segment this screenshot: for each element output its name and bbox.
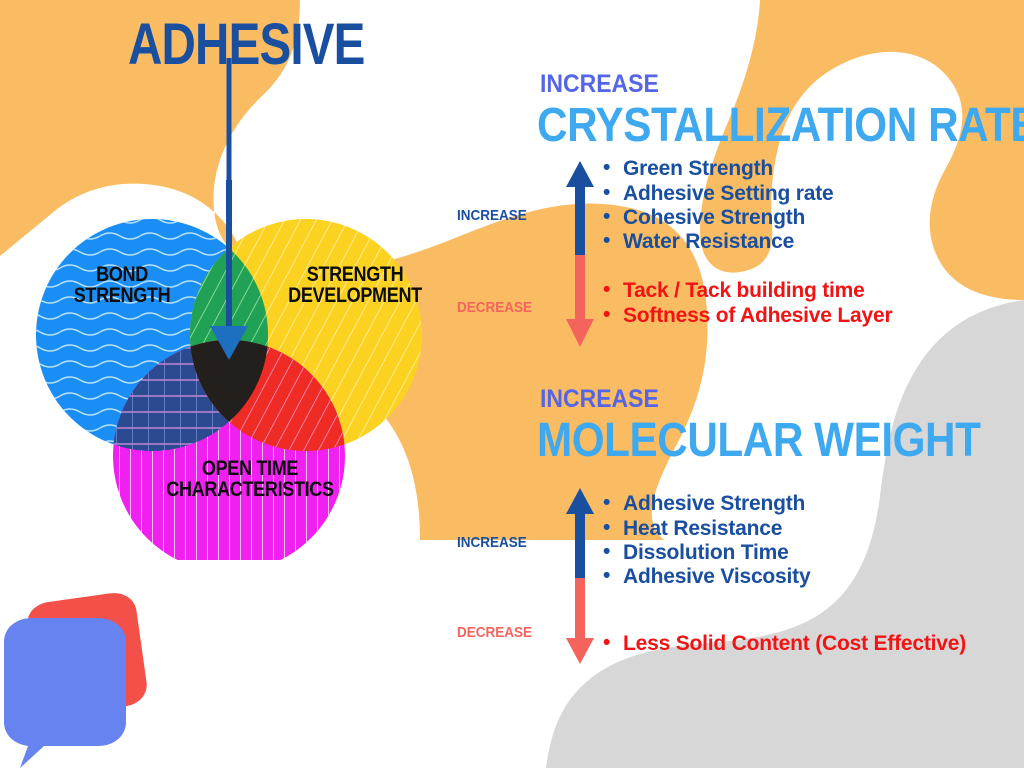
list-item: Heat Resistance <box>603 516 810 541</box>
molecular-weight-headline: MOLECULAR WEIGHT <box>537 414 981 467</box>
list-item: Water Resistance <box>603 229 834 254</box>
venn-svg <box>36 60 422 572</box>
molecular-weight-decrease-list: Less Solid Content (Cost Effective) <box>603 631 966 656</box>
crystallization-body: INCREASE DECREASE Green Strength Adhesiv… <box>455 156 1015 348</box>
list-item: Softness of Adhesive Layer <box>603 303 893 328</box>
list-item: Adhesive Viscosity <box>603 564 811 589</box>
list-item: Tack / Tack building time <box>603 278 892 303</box>
venn-diagram: BOND STRENGTH STRENGTH DEVELOPMENT OPEN … <box>20 58 440 572</box>
page-title: ADHESIVE <box>128 12 365 77</box>
adhesive-arrow-shaft <box>226 58 232 188</box>
molecular-weight-body: INCREASE DECREASE Adhesive Strength Heat… <box>455 474 1015 665</box>
crystallization-double-arrow-icon <box>566 161 594 348</box>
list-item: Adhesive Setting rate <box>603 181 834 206</box>
list-item: Cohesive Strength <box>603 205 834 230</box>
list-item: Less Solid Content (Cost Effective) <box>603 631 966 656</box>
list-item: Adhesive Strength <box>603 491 810 516</box>
crystallization-axis-increase-label: INCREASE <box>457 207 527 225</box>
speech-bubble-decoration <box>4 593 147 768</box>
list-item: Green Strength <box>603 156 834 181</box>
orange-blob-top-right <box>700 0 1024 300</box>
molecular-weight-eyebrow: INCREASE <box>540 385 659 413</box>
molecular-weight-increase-list: Adhesive Strength Heat Resistance Dissol… <box>603 491 811 589</box>
molecular-weight-axis-increase-label: INCREASE <box>457 534 527 552</box>
crystallization-axis-decrease-label: DECREASE <box>457 299 533 317</box>
crystallization-increase-list: Green Strength Adhesive Setting rate Coh… <box>603 156 834 254</box>
crystallization-headline: CRYSTALLIZATION RATE <box>537 99 1024 152</box>
molecular-weight-axis-decrease-label: DECREASE <box>457 624 533 642</box>
crystallization-eyebrow: INCREASE <box>540 70 659 98</box>
section-molecular-weight: INCREASE MOLECULAR WEIGHT INCREASE DECRE… <box>455 385 1015 665</box>
section-crystallization-rate: INCREASE CRYSTALLIZATION RATE INCREASE D… <box>455 70 1024 348</box>
speech-bubble-blue <box>4 618 126 768</box>
crystallization-decrease-list: Tack / Tack building time Softness of Ad… <box>603 278 893 328</box>
list-item: Dissolution Time <box>603 540 810 565</box>
molecular-weight-double-arrow-icon <box>566 488 594 665</box>
